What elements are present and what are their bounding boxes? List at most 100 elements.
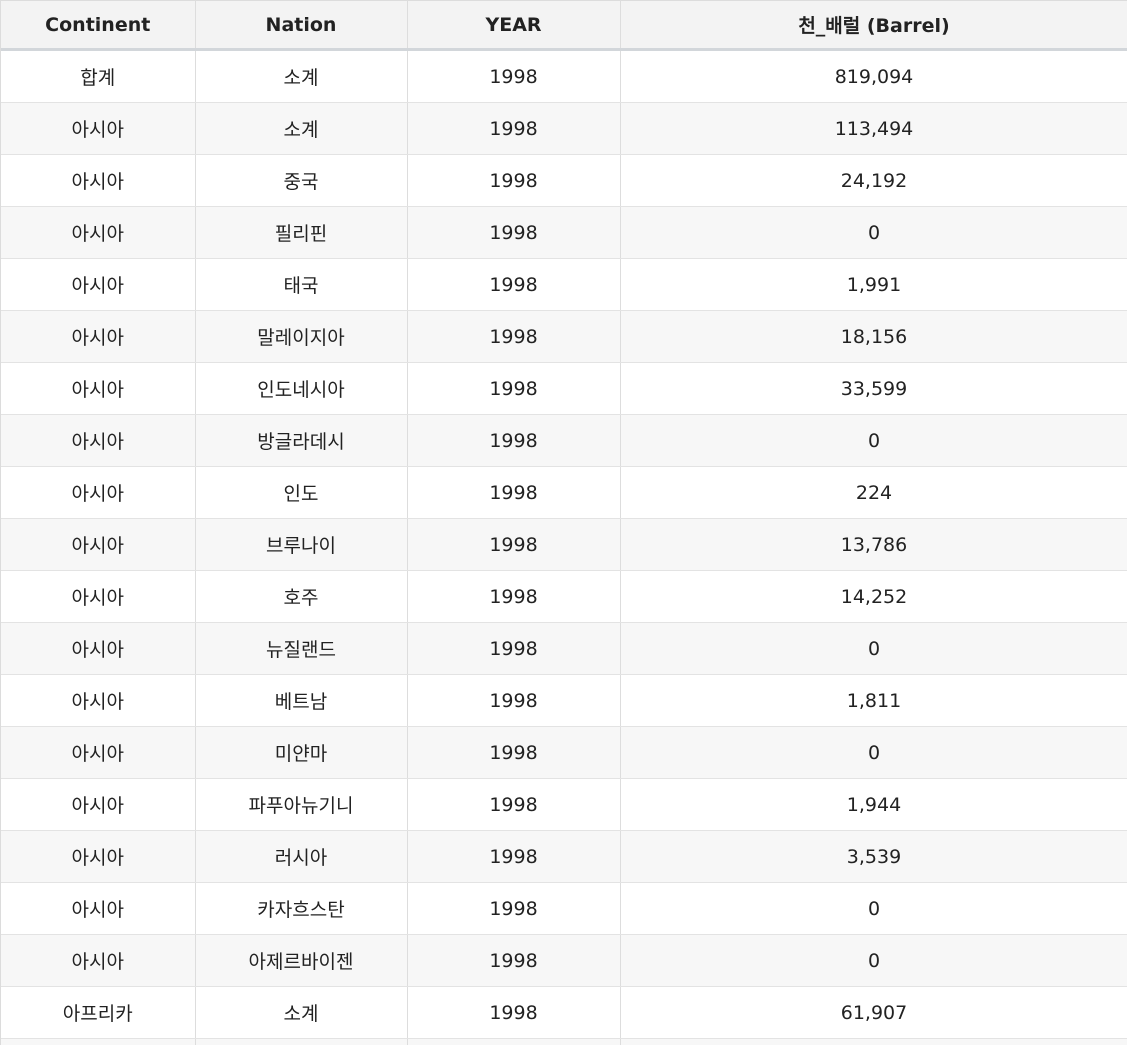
cell-barrel: 113,494 bbox=[620, 102, 1127, 155]
cell-barrel: 33,599 bbox=[620, 362, 1127, 415]
cell-barrel: 18,156 bbox=[620, 310, 1127, 363]
cell-empty bbox=[1, 1038, 196, 1045]
cell-year: 1998 bbox=[407, 102, 621, 155]
cell-continent: 아시아 bbox=[1, 882, 196, 935]
cell-continent: 아프리카 bbox=[1, 986, 196, 1039]
cell-year: 1998 bbox=[407, 934, 621, 987]
cell-continent: 아시아 bbox=[1, 414, 196, 467]
cell-barrel: 14,252 bbox=[620, 570, 1127, 623]
cell-barrel: 0 bbox=[620, 206, 1127, 259]
column-header-nation[interactable]: Nation bbox=[195, 0, 408, 51]
cell-year: 1998 bbox=[407, 362, 621, 415]
cell-nation: 미얀마 bbox=[195, 726, 408, 779]
cell-barrel: 0 bbox=[620, 622, 1127, 675]
cell-year: 1998 bbox=[407, 414, 621, 467]
cell-year: 1998 bbox=[407, 154, 621, 207]
cell-barrel: 224 bbox=[620, 466, 1127, 519]
cell-year: 1998 bbox=[407, 466, 621, 519]
cell-year: 1998 bbox=[407, 882, 621, 935]
cell-nation: 중국 bbox=[195, 154, 408, 207]
cell-empty bbox=[407, 1038, 621, 1045]
cell-nation: 아제르바이젠 bbox=[195, 934, 408, 987]
cell-nation: 카자흐스탄 bbox=[195, 882, 408, 935]
cell-year: 1998 bbox=[407, 570, 621, 623]
cell-continent: 아시아 bbox=[1, 310, 196, 363]
cell-nation: 호주 bbox=[195, 570, 408, 623]
cell-barrel: 0 bbox=[620, 726, 1127, 779]
cell-year: 1998 bbox=[407, 726, 621, 779]
table-row: 아시아 아제르바이젠 1998 0 bbox=[1, 934, 1127, 987]
table-row: 아시아 카자흐스탄 1998 0 bbox=[1, 882, 1127, 935]
cell-continent: 아시아 bbox=[1, 466, 196, 519]
cell-continent: 아시아 bbox=[1, 830, 196, 883]
cell-continent: 아시아 bbox=[1, 206, 196, 259]
cell-year: 1998 bbox=[407, 622, 621, 675]
cell-nation: 태국 bbox=[195, 258, 408, 311]
cell-nation: 소계 bbox=[195, 102, 408, 155]
cell-continent: 아시아 bbox=[1, 102, 196, 155]
table-row: 아시아 인도네시아 1998 33,599 bbox=[1, 362, 1127, 415]
cell-continent: 아시아 bbox=[1, 518, 196, 571]
cell-barrel: 24,192 bbox=[620, 154, 1127, 207]
cell-continent: 아시아 bbox=[1, 258, 196, 311]
cell-barrel: 3,539 bbox=[620, 830, 1127, 883]
cell-barrel: 0 bbox=[620, 882, 1127, 935]
cell-continent: 아시아 bbox=[1, 934, 196, 987]
cell-empty bbox=[620, 1038, 1127, 1045]
table-row: 아시아 파푸아뉴기니 1998 1,944 bbox=[1, 778, 1127, 831]
table-row: 아시아 호주 1998 14,252 bbox=[1, 570, 1127, 623]
table-row: 아시아 뉴질랜드 1998 0 bbox=[1, 622, 1127, 675]
cell-nation: 브루나이 bbox=[195, 518, 408, 571]
cell-year: 1998 bbox=[407, 986, 621, 1039]
cell-nation: 말레이지아 bbox=[195, 310, 408, 363]
table-row: 아시아 미얀마 1998 0 bbox=[1, 726, 1127, 779]
cell-nation: 러시아 bbox=[195, 830, 408, 883]
cell-continent: 합계 bbox=[1, 49, 196, 103]
cell-continent: 아시아 bbox=[1, 570, 196, 623]
table-row: 아시아 말레이지아 1998 18,156 bbox=[1, 310, 1127, 363]
cell-barrel: 0 bbox=[620, 414, 1127, 467]
cell-year: 1998 bbox=[407, 674, 621, 727]
table-row: 아시아 러시아 1998 3,539 bbox=[1, 830, 1127, 883]
cell-year: 1998 bbox=[407, 778, 621, 831]
cell-year: 1998 bbox=[407, 49, 621, 103]
table-row: 아시아 필리핀 1998 0 bbox=[1, 206, 1127, 259]
table-body: 합계 소계 1998 819,094 아시아 소계 1998 113,494 아… bbox=[1, 49, 1127, 1045]
table-row: 아프리카 소계 1998 61,907 bbox=[1, 986, 1127, 1039]
table-row: 아시아 베트남 1998 1,811 bbox=[1, 674, 1127, 727]
table-row: 아시아 브루나이 1998 13,786 bbox=[1, 518, 1127, 571]
cell-empty bbox=[195, 1038, 408, 1045]
cell-year: 1998 bbox=[407, 310, 621, 363]
cell-barrel: 1,991 bbox=[620, 258, 1127, 311]
cell-barrel: 1,811 bbox=[620, 674, 1127, 727]
table-row: 아시아 인도 1998 224 bbox=[1, 466, 1127, 519]
cell-nation: 소계 bbox=[195, 49, 408, 103]
cell-nation: 파푸아뉴기니 bbox=[195, 778, 408, 831]
column-header-year[interactable]: YEAR bbox=[407, 0, 621, 51]
table-row: 합계 소계 1998 819,094 bbox=[1, 49, 1127, 103]
cell-continent: 아시아 bbox=[1, 362, 196, 415]
column-header-continent[interactable]: Continent bbox=[1, 0, 196, 51]
cell-barrel: 1,944 bbox=[620, 778, 1127, 831]
table-row: 아시아 중국 1998 24,192 bbox=[1, 154, 1127, 207]
table-row: 아시아 태국 1998 1,991 bbox=[1, 258, 1127, 311]
cell-continent: 아시아 bbox=[1, 622, 196, 675]
cell-barrel: 0 bbox=[620, 934, 1127, 987]
table-row: 아시아 소계 1998 113,494 bbox=[1, 102, 1127, 155]
cell-nation: 인도네시아 bbox=[195, 362, 408, 415]
cell-continent: 아시아 bbox=[1, 674, 196, 727]
column-header-barrel[interactable]: 천_배럴 (Barrel) bbox=[620, 0, 1127, 51]
cell-nation: 소계 bbox=[195, 986, 408, 1039]
cell-barrel: 819,094 bbox=[620, 49, 1127, 103]
table-row: 아시아 방글라데시 1998 0 bbox=[1, 414, 1127, 467]
cell-barrel: 13,786 bbox=[620, 518, 1127, 571]
cell-nation: 베트남 bbox=[195, 674, 408, 727]
cell-nation: 방글라데시 bbox=[195, 414, 408, 467]
cell-nation: 필리핀 bbox=[195, 206, 408, 259]
cell-year: 1998 bbox=[407, 518, 621, 571]
cell-year: 1998 bbox=[407, 258, 621, 311]
cell-year: 1998 bbox=[407, 830, 621, 883]
cell-continent: 아시아 bbox=[1, 154, 196, 207]
